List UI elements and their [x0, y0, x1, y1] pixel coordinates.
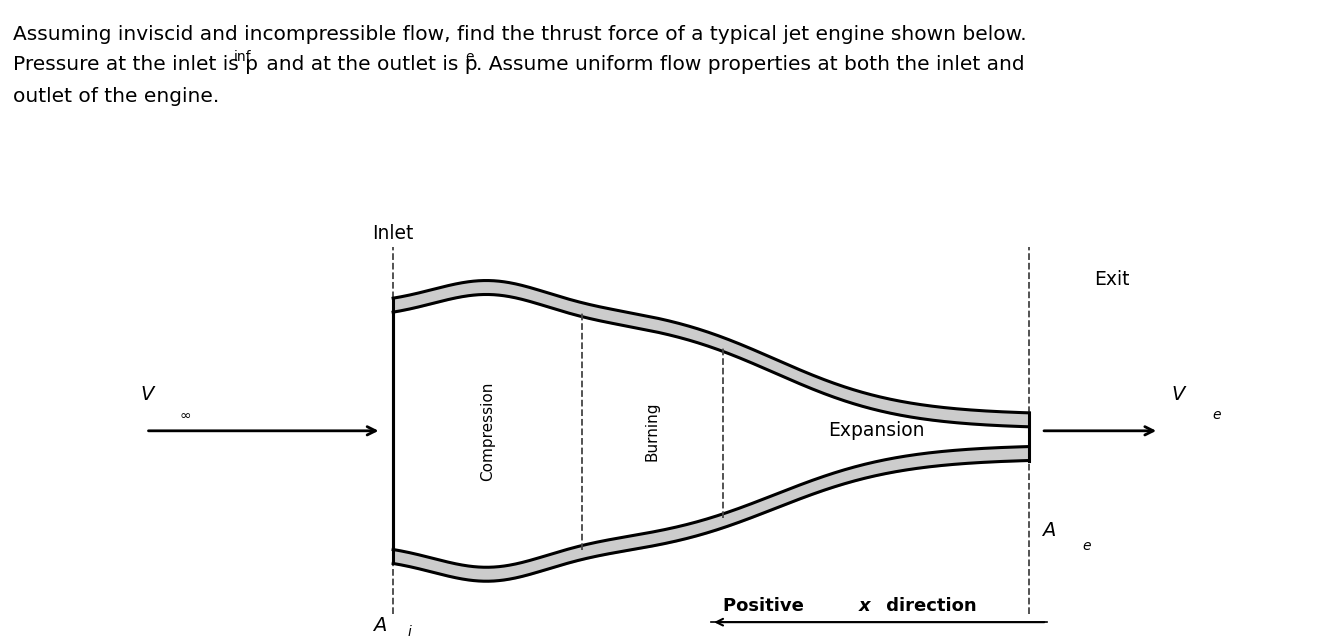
Text: . Assume uniform flow properties at both the inlet and: . Assume uniform flow properties at both…	[475, 55, 1024, 74]
Text: $i$: $i$	[407, 624, 412, 639]
Text: $\infty$: $\infty$	[178, 408, 190, 422]
Text: Pressure at the inlet is p: Pressure at the inlet is p	[13, 55, 258, 74]
Text: Inlet: Inlet	[372, 224, 414, 244]
Text: e: e	[465, 50, 474, 64]
Text: $A$: $A$	[372, 616, 387, 635]
Text: Exit: Exit	[1094, 270, 1130, 289]
Text: Expansion: Expansion	[828, 421, 924, 440]
Text: Assuming inviscid and incompressible flow, find the thrust force of a typical je: Assuming inviscid and incompressible flo…	[13, 25, 1027, 44]
Text: $V$: $V$	[1170, 385, 1188, 404]
Text: $e$: $e$	[1212, 408, 1223, 422]
Text: outlet of the engine.: outlet of the engine.	[13, 87, 220, 106]
Text: inf: inf	[234, 50, 252, 64]
Text: Burning: Burning	[645, 402, 660, 461]
Text: Compression: Compression	[479, 381, 495, 480]
Text: direction: direction	[880, 597, 976, 615]
Text: $A$: $A$	[1042, 521, 1056, 540]
Text: $e$: $e$	[1082, 539, 1093, 554]
Text: $V$: $V$	[139, 385, 157, 404]
Text: x: x	[858, 597, 870, 615]
Text: Positive: Positive	[723, 597, 810, 615]
Text: and at the outlet is p: and at the outlet is p	[260, 55, 478, 74]
